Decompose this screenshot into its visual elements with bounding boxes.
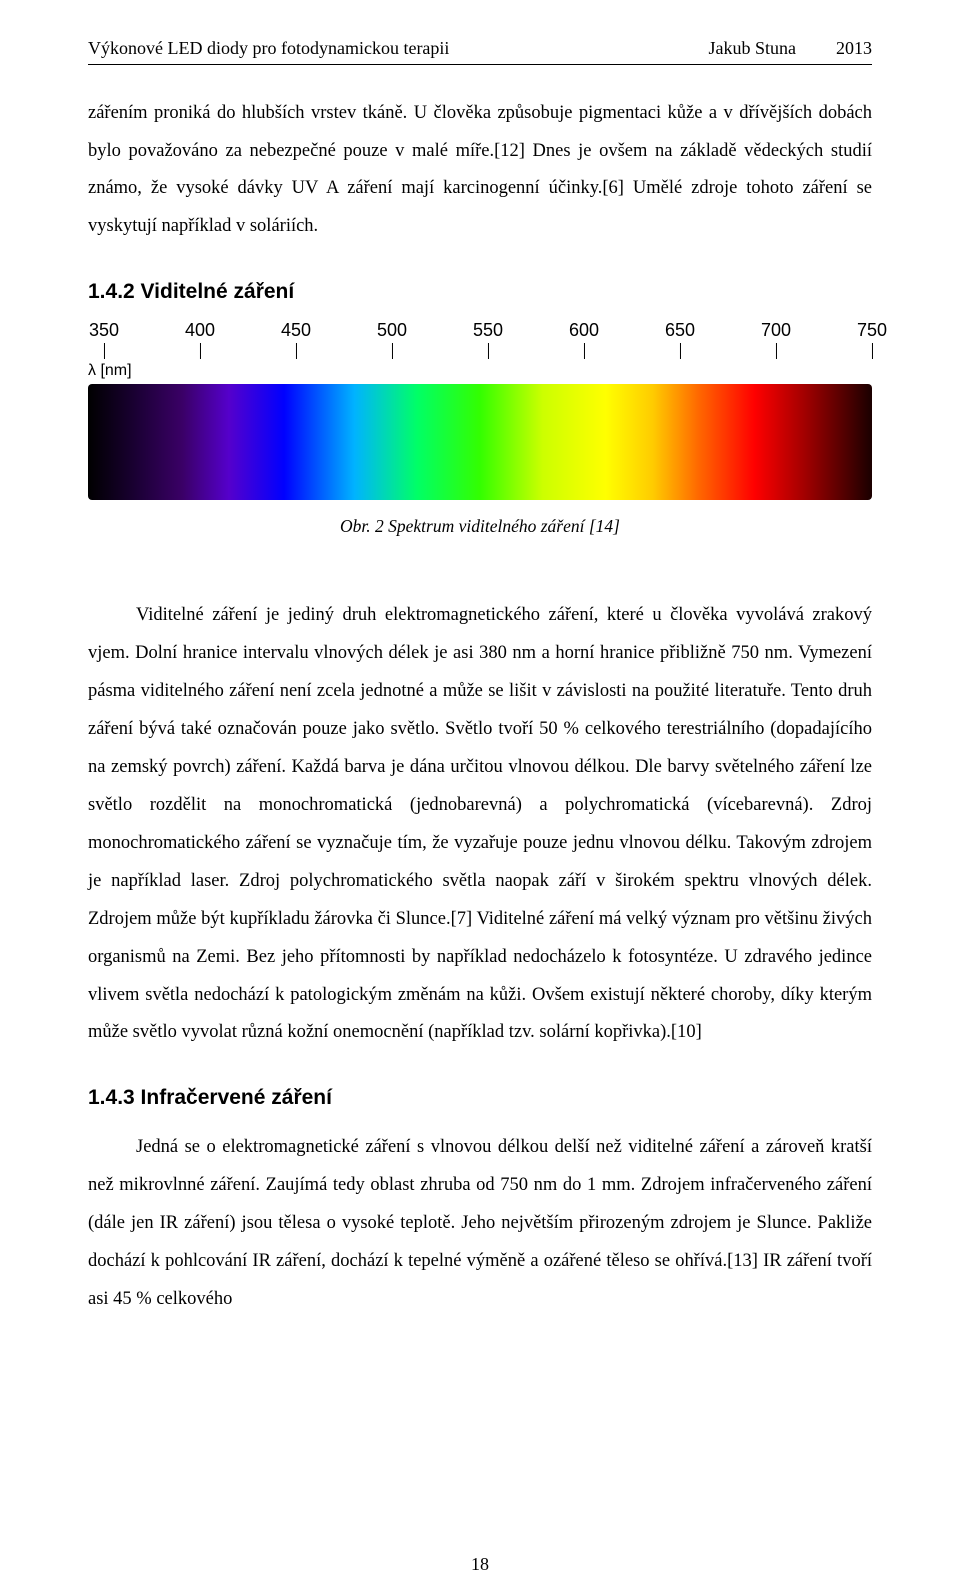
- spectrum-tick-label: 450: [281, 320, 311, 341]
- spectrum-tick-label: 750: [857, 320, 887, 341]
- spectrum-tick-mark: [391, 343, 392, 359]
- spectrum-bar: [88, 384, 872, 500]
- spectrum-tick-label: 350: [89, 320, 119, 341]
- spectrum-tick: 400: [185, 320, 215, 359]
- spectrum-tick: 550: [473, 320, 503, 359]
- header-year: 2013: [836, 38, 872, 60]
- paragraph-3: Jedná se o elektromagnetické záření s vl…: [88, 1129, 872, 1319]
- spectrum-tick-label: 650: [665, 320, 695, 341]
- spectrum-tick-mark: [487, 343, 488, 359]
- header-title: Výkonové LED diody pro fotodynamickou te…: [88, 38, 709, 60]
- figure-caption: Obr. 2 Spektrum viditelného záření [14]: [88, 516, 872, 537]
- spectrum-tick-label: 700: [761, 320, 791, 341]
- spectrum-tick-mark: [295, 343, 296, 359]
- spectrum-tick-mark: [103, 343, 104, 359]
- spectrum-tick-mark: [871, 343, 872, 359]
- spectrum-tick: 650: [665, 320, 695, 359]
- spectrum-tick-label: 500: [377, 320, 407, 341]
- spectrum-tick: 600: [569, 320, 599, 359]
- spectrum-tick-mark: [199, 343, 200, 359]
- spectrum-tick-label: 400: [185, 320, 215, 341]
- spectrum-tick-mark: [679, 343, 680, 359]
- paragraph-1: zářením proniká do hlubších vrstev tkáně…: [88, 95, 872, 247]
- paragraph-2: Viditelné záření je jediný druh elektrom…: [88, 597, 872, 1052]
- spectrum-tick-mark: [583, 343, 584, 359]
- spectrum-tick-label: 550: [473, 320, 503, 341]
- spectrum-axis-label: λ [nm]: [88, 362, 872, 380]
- spectrum-tick: 750: [857, 320, 887, 359]
- page-number: 18: [0, 1554, 960, 1575]
- section-heading-2: 1.4.3 Infračervené záření: [88, 1086, 872, 1110]
- spectrum-tick: 350: [89, 320, 119, 359]
- spectrum-tick-mark: [775, 343, 776, 359]
- spectrum-tick: 450: [281, 320, 311, 359]
- spectrum-ticks-row: 350400450500550600650700750: [104, 320, 872, 364]
- section-heading-1: 1.4.2 Viditelné záření: [88, 280, 872, 304]
- spectrum-tick-label: 600: [569, 320, 599, 341]
- spectrum-tick: 700: [761, 320, 791, 359]
- header-rule: [88, 64, 872, 65]
- spectrum-figure: 350400450500550600650700750 λ [nm] Obr. …: [88, 320, 872, 537]
- spectrum-tick: 500: [377, 320, 407, 359]
- header-author: Jakub Stuna: [709, 38, 797, 60]
